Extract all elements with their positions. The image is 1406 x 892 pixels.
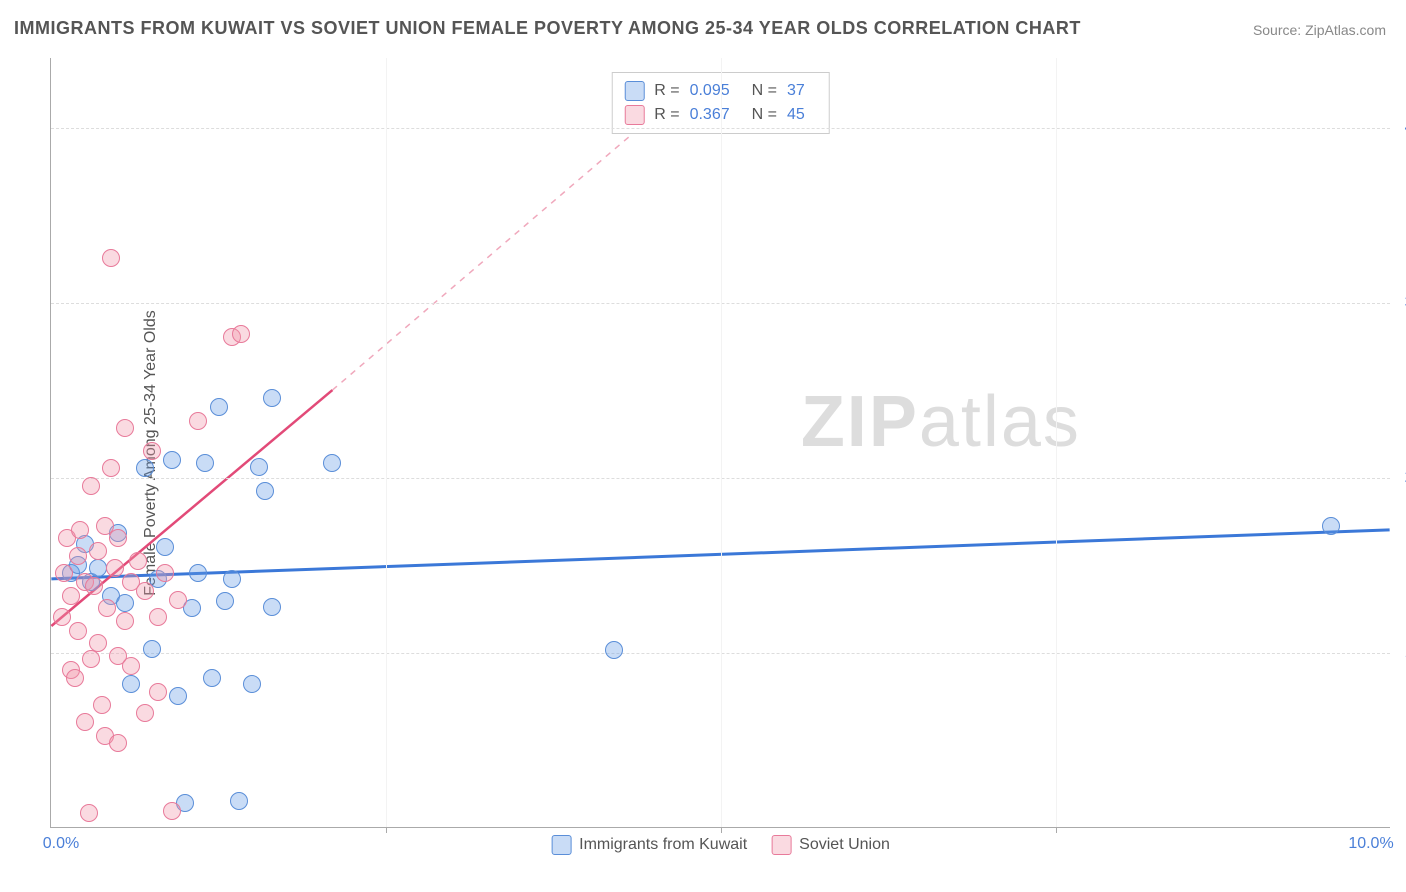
scatter-point bbox=[116, 419, 134, 437]
scatter-point bbox=[66, 669, 84, 687]
scatter-point bbox=[156, 564, 174, 582]
legend-swatch-blue-2 bbox=[551, 835, 571, 855]
scatter-point bbox=[69, 547, 87, 565]
scatter-point bbox=[156, 538, 174, 556]
scatter-point bbox=[136, 704, 154, 722]
legend-item-1: Soviet Union bbox=[771, 835, 890, 855]
scatter-point bbox=[163, 802, 181, 820]
ytick-label: 30.0% bbox=[1395, 294, 1406, 312]
n-value-0: 37 bbox=[787, 82, 805, 100]
r-label-1: R = bbox=[654, 106, 679, 124]
scatter-point bbox=[605, 641, 623, 659]
scatter-point bbox=[203, 669, 221, 687]
scatter-point bbox=[116, 612, 134, 630]
n-label-0: N = bbox=[752, 82, 777, 100]
scatter-point bbox=[89, 634, 107, 652]
legend-label-1: Soviet Union bbox=[799, 836, 890, 854]
r-value-1: 0.367 bbox=[690, 106, 730, 124]
gridline-v bbox=[721, 58, 722, 827]
scatter-point bbox=[149, 608, 167, 626]
scatter-point bbox=[230, 792, 248, 810]
ytick-label: 10.0% bbox=[1395, 644, 1406, 662]
xtick-label: 0.0% bbox=[43, 835, 79, 853]
scatter-point bbox=[122, 657, 140, 675]
n-value-1: 45 bbox=[787, 106, 805, 124]
trend-line bbox=[332, 93, 680, 390]
scatter-point bbox=[196, 454, 214, 472]
scatter-point bbox=[223, 570, 241, 588]
scatter-point bbox=[216, 592, 234, 610]
scatter-point bbox=[243, 675, 261, 693]
scatter-point bbox=[232, 325, 250, 343]
scatter-point bbox=[55, 564, 73, 582]
ytick-label: 40.0% bbox=[1395, 119, 1406, 137]
scatter-point bbox=[143, 640, 161, 658]
chart-title: IMMIGRANTS FROM KUWAIT VS SOVIET UNION F… bbox=[14, 18, 1081, 39]
tick-v bbox=[721, 827, 722, 833]
scatter-point bbox=[210, 398, 228, 416]
chart-container: Female Poverty Among 25-34 Year Olds ZIP… bbox=[50, 48, 1390, 858]
scatter-point bbox=[53, 608, 71, 626]
scatter-point bbox=[116, 594, 134, 612]
scatter-point bbox=[189, 564, 207, 582]
xtick-label: 10.0% bbox=[1348, 835, 1393, 853]
scatter-point bbox=[149, 683, 167, 701]
scatter-point bbox=[76, 713, 94, 731]
scatter-point bbox=[102, 459, 120, 477]
scatter-point bbox=[82, 477, 100, 495]
scatter-point bbox=[89, 542, 107, 560]
scatter-point bbox=[250, 458, 268, 476]
r-label-0: R = bbox=[654, 82, 679, 100]
gridline-v bbox=[1056, 58, 1057, 827]
scatter-point bbox=[109, 734, 127, 752]
scatter-point bbox=[169, 687, 187, 705]
watermark: ZIPatlas bbox=[801, 381, 1081, 463]
legend-swatch-blue bbox=[624, 81, 644, 101]
scatter-point bbox=[323, 454, 341, 472]
scatter-point bbox=[106, 559, 124, 577]
scatter-point bbox=[136, 459, 154, 477]
r-value-0: 0.095 bbox=[690, 82, 730, 100]
n-label-1: N = bbox=[752, 106, 777, 124]
scatter-point bbox=[98, 599, 116, 617]
plot-area: ZIPatlas R = 0.095 N = 37 R = 0.367 N = … bbox=[50, 58, 1390, 828]
scatter-point bbox=[189, 412, 207, 430]
legend-swatch-pink-2 bbox=[771, 835, 791, 855]
scatter-point bbox=[71, 521, 89, 539]
scatter-point bbox=[169, 591, 187, 609]
scatter-point bbox=[163, 451, 181, 469]
legend-item-0: Immigrants from Kuwait bbox=[551, 835, 747, 855]
scatter-point bbox=[143, 442, 161, 460]
legend-series: Immigrants from Kuwait Soviet Union bbox=[551, 835, 890, 855]
tick-v bbox=[386, 827, 387, 833]
source-attribution: Source: ZipAtlas.com bbox=[1253, 22, 1386, 38]
scatter-point bbox=[93, 696, 111, 714]
scatter-point bbox=[62, 587, 80, 605]
legend-label-0: Immigrants from Kuwait bbox=[579, 836, 747, 854]
scatter-point bbox=[263, 598, 281, 616]
scatter-point bbox=[85, 577, 103, 595]
scatter-point bbox=[102, 249, 120, 267]
scatter-point bbox=[256, 482, 274, 500]
scatter-point bbox=[1322, 517, 1340, 535]
ytick-label: 20.0% bbox=[1395, 469, 1406, 487]
scatter-point bbox=[82, 650, 100, 668]
scatter-point bbox=[69, 622, 87, 640]
legend-swatch-pink bbox=[624, 105, 644, 125]
scatter-point bbox=[263, 389, 281, 407]
scatter-point bbox=[122, 675, 140, 693]
scatter-point bbox=[109, 529, 127, 547]
watermark-part1: ZIP bbox=[801, 382, 919, 462]
scatter-point bbox=[80, 804, 98, 822]
tick-v bbox=[1056, 827, 1057, 833]
scatter-point bbox=[129, 552, 147, 570]
scatter-point bbox=[136, 582, 154, 600]
gridline-v bbox=[386, 58, 387, 827]
scatter-point bbox=[89, 559, 107, 577]
